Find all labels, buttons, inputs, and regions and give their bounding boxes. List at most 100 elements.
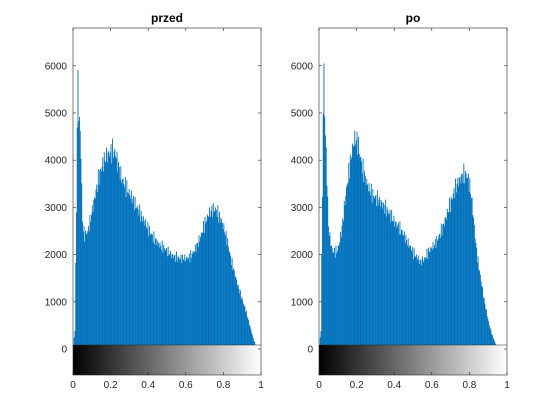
histogram-bar xyxy=(91,205,93,350)
histogram-bar xyxy=(363,182,365,350)
histogram-bar xyxy=(121,179,123,350)
x-tick-label: 1 xyxy=(504,380,510,391)
histogram-bar xyxy=(392,221,394,350)
histogram-bar xyxy=(86,234,88,350)
histogram-bar xyxy=(365,185,367,350)
histogram-bar xyxy=(193,252,195,350)
histogram-bar xyxy=(361,161,363,350)
histogram-bar xyxy=(79,131,81,350)
histogram-bar xyxy=(160,245,162,350)
chart-title: przed xyxy=(151,11,183,25)
histogram-bar xyxy=(449,212,451,350)
histogram-bar xyxy=(491,334,493,350)
histogram-bar xyxy=(185,257,187,350)
histogram-bar xyxy=(236,279,238,350)
histogram-bar xyxy=(322,113,324,350)
histogram-bar xyxy=(438,234,440,350)
histogram-bar xyxy=(165,249,167,350)
histogram-bar xyxy=(345,195,347,350)
histogram-bar xyxy=(132,198,134,350)
histogram-bar xyxy=(439,233,441,350)
histogram-bar xyxy=(109,156,110,350)
histogram-bar xyxy=(127,192,129,350)
y-tick-label: 6000 xyxy=(291,61,314,72)
axes-frame xyxy=(318,27,508,376)
histogram-bar xyxy=(74,330,76,350)
histogram-bar xyxy=(221,223,223,350)
histogram-bar xyxy=(222,229,224,350)
histogram-bar xyxy=(102,157,104,350)
histogram-bar xyxy=(242,303,244,350)
histogram-bar xyxy=(227,238,229,350)
histogram-bar xyxy=(97,192,98,350)
histogram-bar xyxy=(391,220,393,350)
histogram-bar xyxy=(189,262,191,350)
histogram-bar xyxy=(349,178,350,350)
histogram-bar xyxy=(482,287,484,350)
histogram-bar xyxy=(176,251,177,350)
histogram-bar xyxy=(152,242,154,350)
histogram-bar xyxy=(437,239,439,350)
histogram-bar xyxy=(148,225,150,350)
histogram-bar xyxy=(469,178,471,350)
histogram-bar xyxy=(230,255,232,350)
histogram-bar xyxy=(415,256,417,350)
histogram-bar xyxy=(229,252,231,350)
histogram-bar xyxy=(406,245,408,350)
histogram-bar xyxy=(409,245,411,350)
histogram-bar xyxy=(171,253,173,350)
histogram-bar xyxy=(458,177,460,350)
histogram-bar xyxy=(213,211,215,350)
histogram-bar xyxy=(422,262,424,350)
histogram-bar xyxy=(446,219,447,350)
histogram-bar xyxy=(80,158,82,350)
histogram-bar xyxy=(403,231,405,350)
histogram-bar xyxy=(190,249,192,350)
histogram-bar xyxy=(176,261,178,350)
histogram-bar xyxy=(209,207,211,350)
y-tick-label: 3000 xyxy=(45,203,68,214)
histogram-bar xyxy=(251,332,253,350)
histogram-bar xyxy=(377,205,379,350)
histogram-bar xyxy=(98,184,100,350)
x-tick-label: 0.2 xyxy=(350,380,364,391)
histogram-bar xyxy=(94,198,96,350)
histogram-bar xyxy=(461,174,463,350)
histogram-bar xyxy=(400,234,402,350)
histogram-bar xyxy=(475,242,477,350)
histogram-bar xyxy=(371,202,373,350)
histogram-bar xyxy=(480,281,482,350)
histogram-bar xyxy=(356,131,358,350)
histogram-bar xyxy=(77,70,79,350)
histogram-bar xyxy=(157,242,159,350)
histogram-bar xyxy=(116,151,118,350)
histogram-bar xyxy=(364,171,366,350)
histogram-bar xyxy=(129,195,131,350)
histogram-bar xyxy=(361,173,363,350)
histogram-bar xyxy=(328,226,329,350)
histogram-bar xyxy=(104,161,106,350)
histogram-bar xyxy=(388,214,390,350)
histogram-bar xyxy=(91,214,92,350)
histogram-bar xyxy=(160,250,162,350)
histogram-bar xyxy=(119,179,121,350)
histogram-bar xyxy=(419,263,420,350)
histogram-bar xyxy=(100,168,101,350)
histogram-bar xyxy=(434,244,435,350)
histogram-bar xyxy=(382,202,384,350)
histogram-bar xyxy=(188,253,190,350)
histogram-bar xyxy=(202,232,204,350)
histogram-bar xyxy=(398,234,400,350)
histogram-bar xyxy=(130,190,132,350)
x-tick-label: 0.4 xyxy=(141,380,155,391)
histogram-bar xyxy=(379,196,381,350)
histogram-bar xyxy=(206,214,208,350)
histogram-bar xyxy=(220,222,222,350)
histogram-bar xyxy=(114,148,116,350)
histogram-bar xyxy=(385,199,387,350)
histogram-bar xyxy=(215,209,217,350)
histogram-bar xyxy=(420,259,422,350)
histogram-bar xyxy=(177,256,179,350)
histogram-bar xyxy=(376,190,378,350)
histogram-bar xyxy=(185,261,186,350)
